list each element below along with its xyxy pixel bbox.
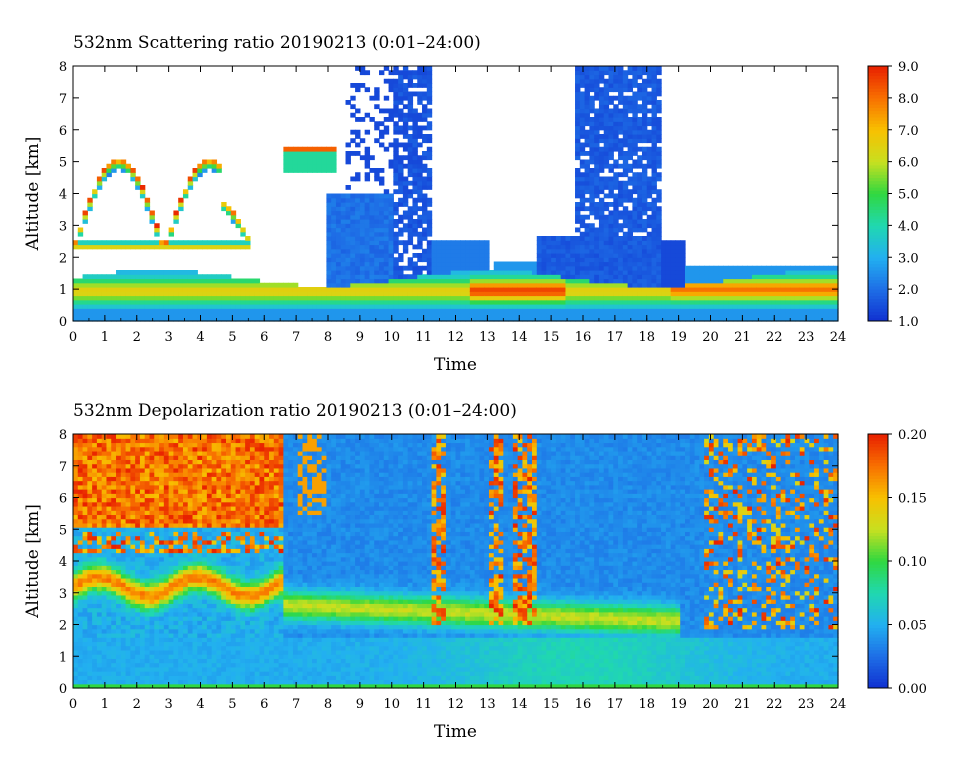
colorbar-tick-label: 3.0 <box>898 251 919 266</box>
colorbar-tick-label: 1.0 <box>898 315 919 330</box>
x-tick-label: 23 <box>798 697 815 712</box>
colorbar-tick-label: 8.0 <box>898 92 919 107</box>
x-tick-label: 24 <box>830 697 847 712</box>
x-tick-label: 15 <box>543 330 560 345</box>
x-tick-label: 19 <box>670 697 687 712</box>
colorbar-tick-label: 0.00 <box>898 682 927 697</box>
x-tick-label: 11 <box>415 697 432 712</box>
x-tick-label: 0 <box>69 330 77 345</box>
y-tick-label: 6 <box>59 124 67 139</box>
colorbar-tick-label: 6.0 <box>898 156 919 171</box>
y-tick-label: 5 <box>59 523 67 538</box>
x-tick-label: 4 <box>196 697 204 712</box>
x-tick-label: 22 <box>766 697 783 712</box>
chart-title: 532nm Scattering ratio 20190213 (0:01–24… <box>73 33 481 53</box>
x-tick-label: 22 <box>766 330 783 345</box>
x-tick-label: 2 <box>133 697 141 712</box>
x-tick-label: 7 <box>292 330 300 345</box>
x-tick-label: 11 <box>415 330 432 345</box>
x-tick-label: 0 <box>69 697 77 712</box>
colorbar: 0.00 0.05 0.10 0.15 0.20 <box>868 428 927 697</box>
chart-title: 532nm Depolarization ratio 20190213 (0:0… <box>73 401 517 421</box>
y-tick-label: 7 <box>59 92 67 107</box>
colorbar-tick-label: 9.0 <box>898 60 919 75</box>
x-tick-label: 21 <box>734 330 751 345</box>
x-tick-label: 16 <box>575 697 592 712</box>
x-tick-label: 13 <box>479 330 496 345</box>
x-tick-label: 12 <box>447 330 464 345</box>
y-tick-label: 6 <box>59 492 67 507</box>
x-tick-label: 14 <box>511 330 528 345</box>
y-tick-label: 1 <box>59 283 67 298</box>
y-tick-label: 2 <box>59 251 67 266</box>
y-tick-label: 4 <box>59 555 67 570</box>
x-tick-label: 13 <box>479 697 496 712</box>
heatmap-cells <box>73 66 839 322</box>
x-tick-label: 3 <box>164 330 172 345</box>
x-tick-label: 9 <box>356 330 364 345</box>
y-axis-label: Altitude [km] <box>23 137 43 252</box>
y-axis-label: Altitude [km] <box>23 504 43 619</box>
y-tick-label: 0 <box>59 682 67 697</box>
x-tick-label: 17 <box>607 330 624 345</box>
y-tick-label: 7 <box>59 460 67 475</box>
x-tick-label: 15 <box>543 697 560 712</box>
y-tick-label: 3 <box>59 587 67 602</box>
y-tick-label: 8 <box>59 60 67 75</box>
panel-1: 532nm Scattering ratio 20190213 (0:01–24… <box>23 33 919 375</box>
panel-2: 532nm Depolarization ratio 20190213 (0:0… <box>23 401 927 742</box>
x-tick-label: 20 <box>702 697 719 712</box>
x-axis-label: Time <box>434 355 477 375</box>
x-tick-label: 1 <box>101 697 109 712</box>
x-tick-label: 1 <box>101 330 109 345</box>
y-tick-label: 0 <box>59 315 67 330</box>
colorbar-tick-label: 0.15 <box>898 492 927 507</box>
heatmap-cells <box>73 434 839 689</box>
y-tick-label: 8 <box>59 428 67 443</box>
colorbar-tick-label: 4.0 <box>898 219 919 234</box>
x-tick-label: 18 <box>638 330 655 345</box>
y-tick-label: 5 <box>59 156 67 171</box>
y-tick-label: 4 <box>59 188 67 203</box>
x-tick-label: 2 <box>133 330 141 345</box>
colorbar-tick-label: 7.0 <box>898 124 919 139</box>
x-tick-label: 7 <box>292 697 300 712</box>
colorbar-tick-label: 5.0 <box>898 188 919 203</box>
x-tick-label: 24 <box>830 330 847 345</box>
x-tick-label: 5 <box>228 697 236 712</box>
x-tick-label: 16 <box>575 330 592 345</box>
y-tick-label: 3 <box>59 219 67 234</box>
x-tick-label: 17 <box>607 697 624 712</box>
x-tick-label: 21 <box>734 697 751 712</box>
x-tick-label: 6 <box>260 697 268 712</box>
x-tick-label: 4 <box>196 330 204 345</box>
y-tick-label: 1 <box>59 650 67 665</box>
x-tick-label: 5 <box>228 330 236 345</box>
x-tick-label: 9 <box>356 697 364 712</box>
x-tick-label: 19 <box>670 330 687 345</box>
x-tick-label: 23 <box>798 330 815 345</box>
colorbar-tick-label: 2.0 <box>898 283 919 298</box>
colorbar-tick-label: 0.20 <box>898 428 927 443</box>
colorbar-tick-label: 0.10 <box>898 555 927 570</box>
x-tick-label: 12 <box>447 697 464 712</box>
x-tick-label: 14 <box>511 697 528 712</box>
x-tick-label: 20 <box>702 330 719 345</box>
x-tick-label: 3 <box>164 697 172 712</box>
colorbar: 1.0 2.0 3.0 4.0 5.0 6.0 7.0 8.0 9.0 <box>868 60 919 330</box>
y-tick-label: 2 <box>59 619 67 634</box>
colorbar-tick-label: 0.05 <box>898 619 927 634</box>
x-tick-label: 10 <box>383 330 400 345</box>
x-tick-label: 8 <box>324 697 332 712</box>
x-tick-label: 18 <box>638 697 655 712</box>
x-axis-label: Time <box>434 722 477 742</box>
x-tick-label: 8 <box>324 330 332 345</box>
x-tick-label: 6 <box>260 330 268 345</box>
x-tick-label: 10 <box>383 697 400 712</box>
